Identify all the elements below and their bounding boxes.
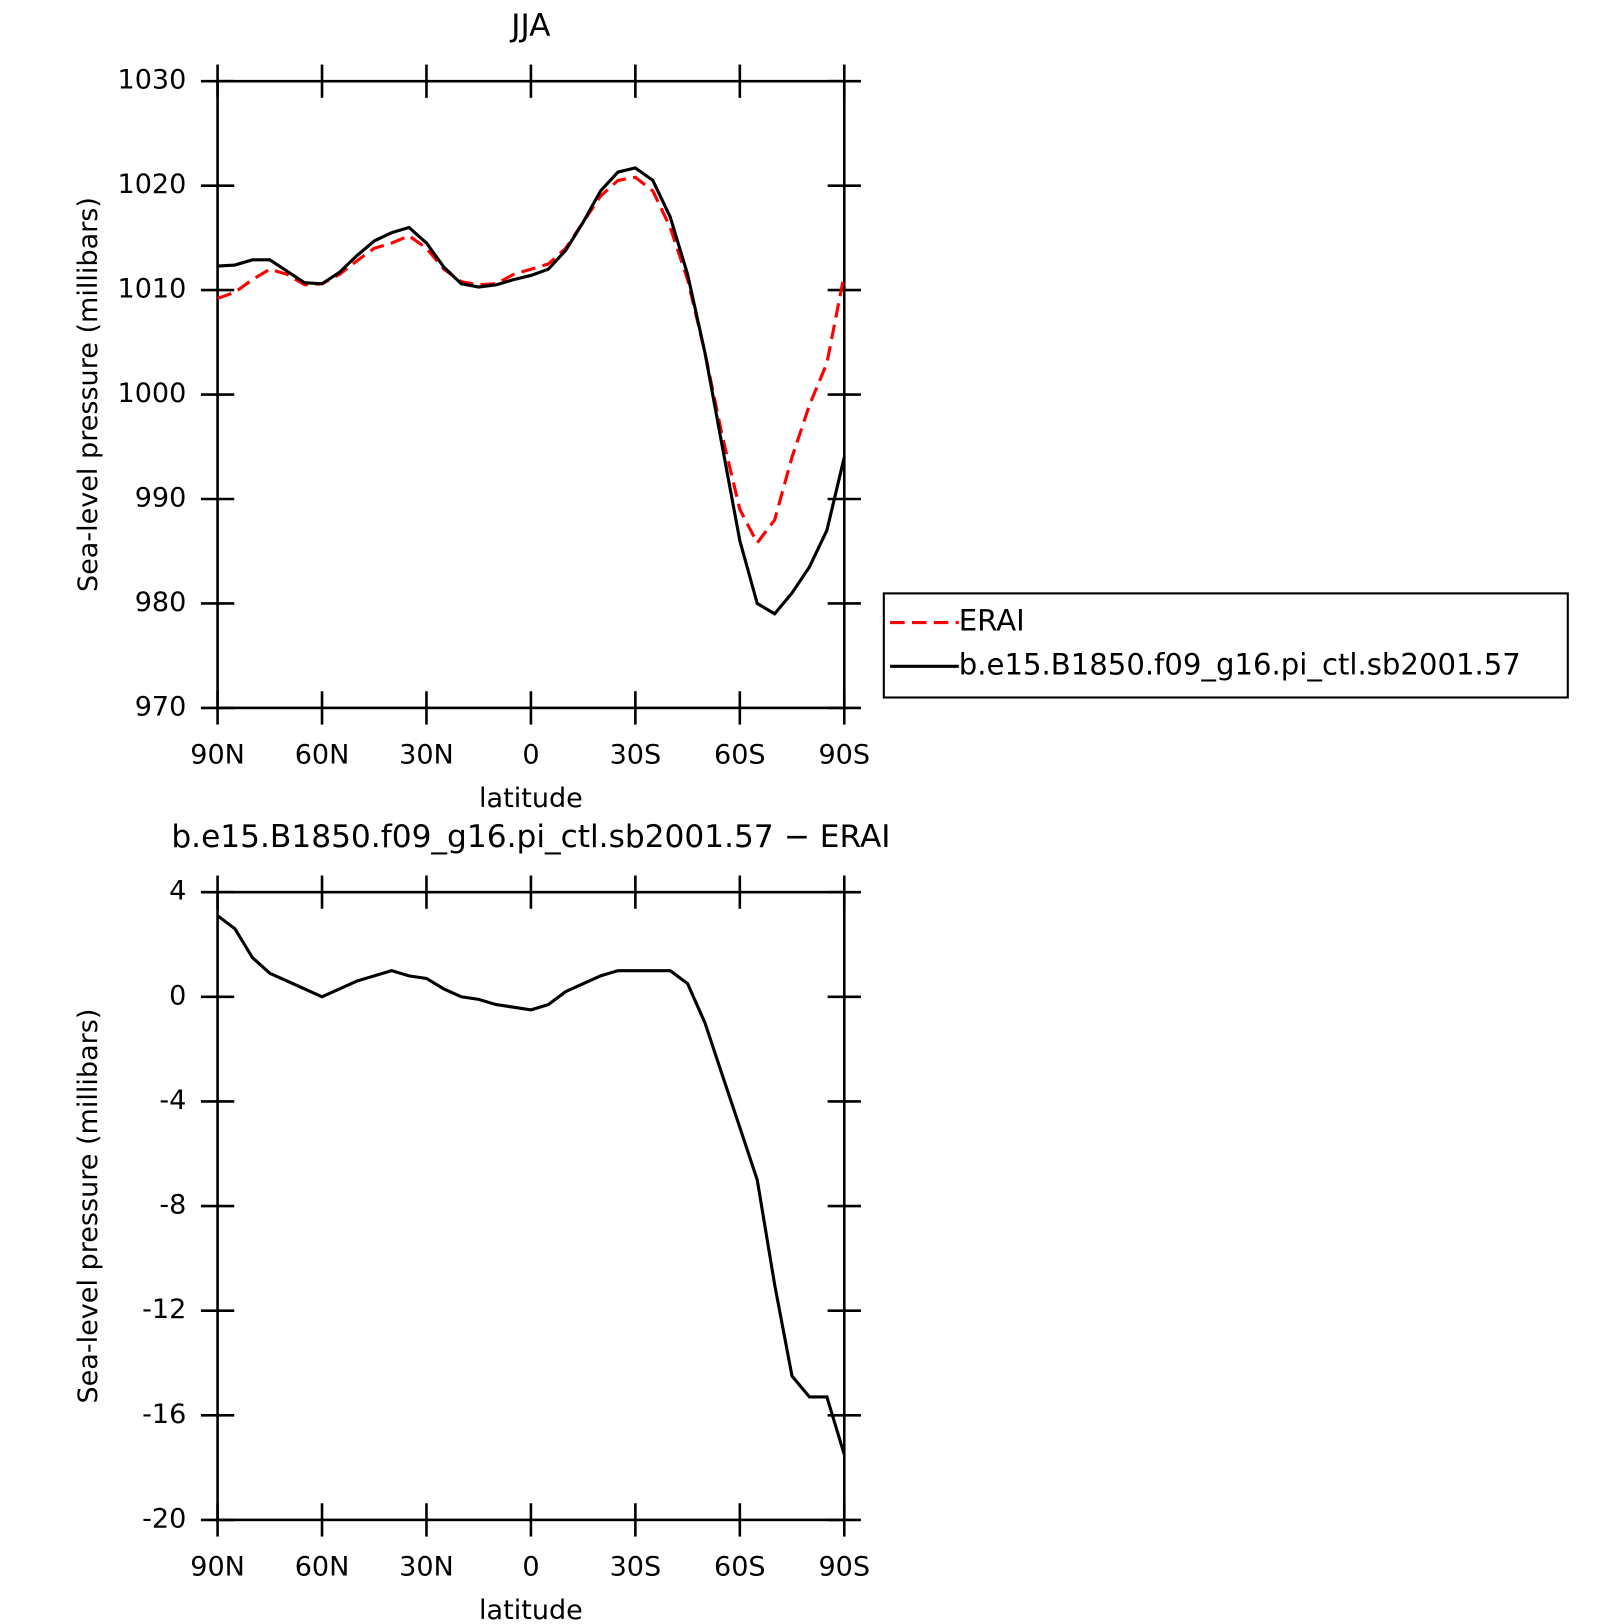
x-tick-label: 90S xyxy=(818,739,870,770)
x-axis-label: latitude xyxy=(479,783,583,814)
y-tick-label: 980 xyxy=(135,587,187,618)
x-axis-label: latitude xyxy=(479,1595,583,1624)
plot-frame xyxy=(216,79,846,710)
x-tick-label: 30N xyxy=(399,1551,454,1582)
y-tick-label: 1020 xyxy=(117,169,186,200)
y-tick-label: 0 xyxy=(169,980,186,1011)
x-tick-label: 0 xyxy=(522,739,539,770)
y-tick-label: -4 xyxy=(159,1085,186,1116)
y-tick-label: 4 xyxy=(169,876,186,907)
y-tick-label: -20 xyxy=(142,1503,186,1534)
x-tick-label: 60N xyxy=(295,1551,350,1582)
y-tick-label: 970 xyxy=(135,691,187,722)
x-tick-label: 0 xyxy=(522,1551,539,1582)
y-tick-label: -8 xyxy=(159,1190,186,1221)
x-tick-label: 90N xyxy=(190,739,245,770)
plot-frame xyxy=(216,890,846,1522)
y-tick-label: 1030 xyxy=(117,65,186,96)
y-tick-label: 1000 xyxy=(117,378,186,409)
y-tick-label: -12 xyxy=(142,1294,186,1325)
chart-title: JJA xyxy=(509,8,551,44)
y-tick-label: 1010 xyxy=(117,274,186,305)
chart-title: b.e15.B1850.f09_g16.pi_ctl.sb2001.57 − E… xyxy=(171,819,890,855)
x-tick-label: 30N xyxy=(399,739,454,770)
y-tick-label: 990 xyxy=(135,482,187,513)
x-tick-label: 60S xyxy=(714,1551,766,1582)
legend-box xyxy=(882,592,1569,699)
x-tick-label: 90S xyxy=(818,1551,870,1582)
x-tick-label: 90N xyxy=(190,1551,245,1582)
x-tick-label: 60N xyxy=(295,739,350,770)
x-tick-label: 30S xyxy=(610,1551,662,1582)
y-tick-label: -16 xyxy=(142,1399,186,1430)
legend-label: b.e15.B1850.f09_g16.pi_ctl.sb2001.57 xyxy=(959,647,1521,681)
series-line xyxy=(217,166,846,616)
y-axis-label: Sea-level pressure (millibars) xyxy=(73,197,104,592)
x-tick-label: 60S xyxy=(714,739,766,770)
x-tick-label: 30S xyxy=(610,739,662,770)
series-line xyxy=(216,914,846,1455)
legend-label: ERAI xyxy=(959,604,1025,638)
series-line xyxy=(217,175,846,546)
y-axis-label: Sea-level pressure (millibars) xyxy=(73,1009,104,1404)
